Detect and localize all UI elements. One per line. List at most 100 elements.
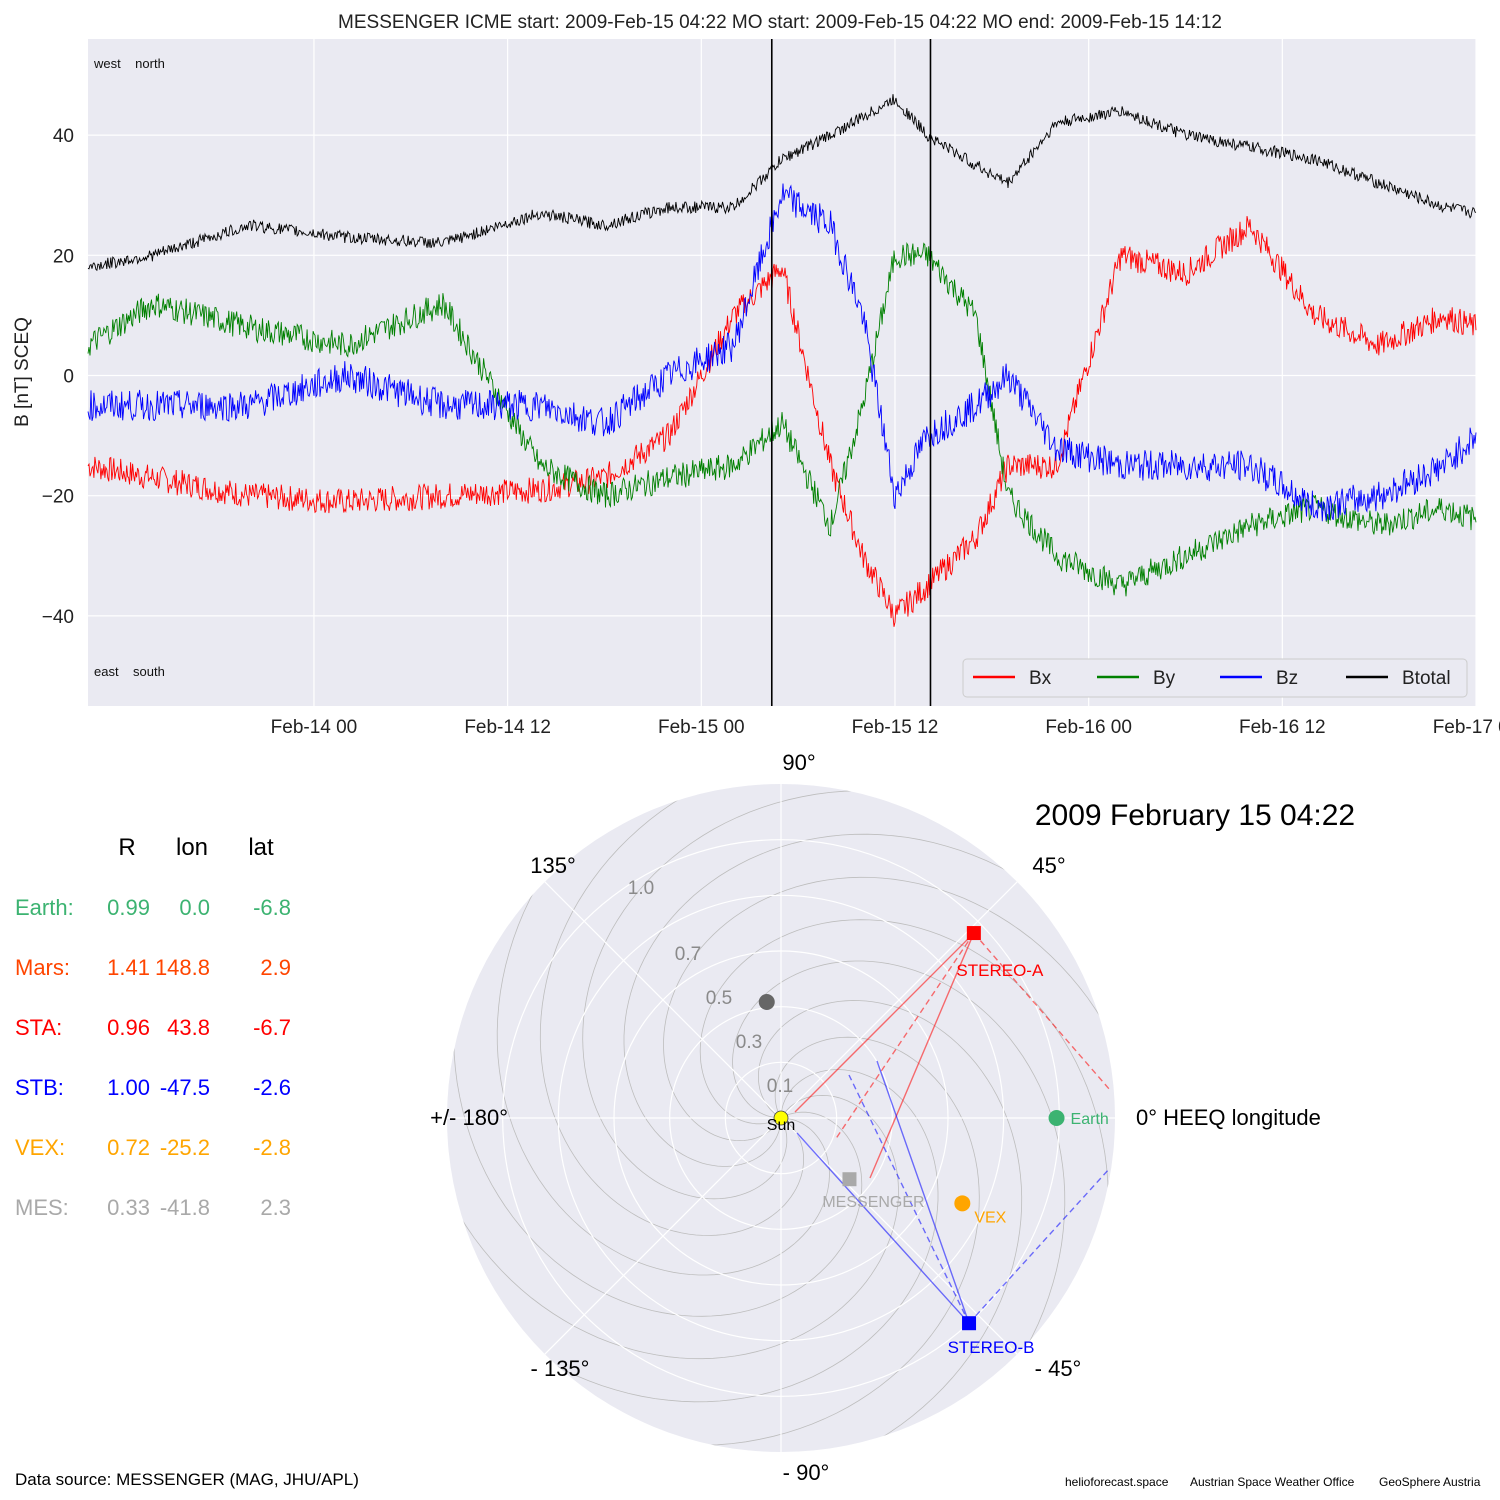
table-cell: -47.5 <box>160 1075 210 1100</box>
vex-marker <box>954 1195 971 1212</box>
messenger-label: MESSENGER <box>822 1194 924 1211</box>
table-cell: 1.41 <box>107 955 150 980</box>
table-cell: 1.00 <box>107 1075 150 1100</box>
table-cell: 0.72 <box>107 1135 150 1160</box>
bodies: Sun Earth STEREO-A STEREO-B VEX MESSENGER <box>758 926 1109 1357</box>
angle-label: - 135° <box>531 1356 590 1381</box>
angle-spoke <box>544 1117 782 1355</box>
stereo-b-marker <box>962 1316 977 1331</box>
legend-box <box>962 658 1468 698</box>
table-row-name: STA: <box>15 1015 62 1040</box>
credit-helioforecast: helioforecast.space <box>1065 1475 1169 1489</box>
y-tick-label: −40 <box>42 607 74 628</box>
field-connection-lines <box>794 932 1111 1324</box>
polar-plot: Sun Earth STEREO-A STEREO-B VEX MESSENGER 90°… <box>430 750 1355 1485</box>
sta-connection-line <box>869 932 975 1179</box>
credit-aswo: Austrian Space Weather Office <box>1190 1475 1355 1489</box>
angle-label: - 90° <box>783 1460 830 1485</box>
radial-ticks: 0.1 0.3 0.5 0.7 1.0 <box>628 878 793 1097</box>
angle-label: 0° HEEQ longitude <box>1136 1105 1321 1130</box>
polar-grid <box>447 784 1115 1452</box>
x-tick-label: Feb-14 00 <box>271 717 358 738</box>
angle-label: - 45° <box>1035 1356 1082 1381</box>
sta-connection-line <box>794 932 975 1113</box>
angle-labels: 90° 45° 0° HEEQ longitude - 45° - 90° - 135° +… <box>430 750 1321 1485</box>
radial-tick-label: 0.5 <box>706 988 732 1009</box>
legend-label: Btotal <box>1402 668 1451 689</box>
table-header: lon <box>176 834 208 861</box>
data-source-label: Data source: MESSENGER (MAG, JHU/APL) <box>15 1470 359 1489</box>
y-tick-label: 40 <box>53 126 74 147</box>
earth-label: Earth <box>1071 1111 1109 1128</box>
y-axis-label: B [nT] SCEQ <box>12 317 33 427</box>
table-cell: -6.8 <box>253 895 291 920</box>
table-header: R <box>118 834 135 861</box>
legend-label: Bz <box>1276 668 1298 689</box>
vex-label: VEX <box>974 1209 1006 1226</box>
angle-spoke <box>780 881 1018 1119</box>
x-tick-label: Feb-17 00 <box>1433 717 1500 738</box>
series-line-btotal <box>87 94 1477 272</box>
legend-label: Bx <box>1029 668 1052 689</box>
table-cell: -41.8 <box>160 1195 210 1220</box>
legend-items: Bx By Bz Btotal <box>973 668 1451 689</box>
table-cell: 43.8 <box>167 1015 210 1040</box>
angle-label: 135° <box>530 853 576 878</box>
stereo-a-label: STEREO-A <box>956 961 1044 980</box>
angle-label: +/- 180° <box>430 1105 508 1130</box>
stereo-b-label: STEREO-B <box>948 1338 1035 1357</box>
series-line-by <box>87 241 1477 597</box>
sun-marker <box>773 1110 789 1126</box>
angle-spoke <box>780 1117 1018 1355</box>
table-header: lat <box>248 834 274 861</box>
table-cell: -2.8 <box>253 1135 291 1160</box>
sun-label: Sun <box>767 1117 795 1134</box>
stb-connection-line <box>876 1060 970 1324</box>
sta-connection-line <box>834 932 975 1141</box>
sta-connection-line <box>973 932 1111 1091</box>
messenger-marker <box>842 1172 857 1187</box>
date-label: 2009 February 15 04:22 <box>1035 799 1355 832</box>
stb-connection-line <box>848 1074 970 1324</box>
radial-tick-label: 1.0 <box>628 878 654 899</box>
parker-spiral <box>456 1000 1023 1452</box>
table-cell: 148.8 <box>155 955 210 980</box>
table-cell: -2.6 <box>253 1075 291 1100</box>
chart-title: MESSENGER ICME start: 2009-Feb-15 04:22 … <box>338 12 1222 33</box>
corner-label-east-south: east south <box>94 664 165 679</box>
angle-spoke <box>544 881 782 1119</box>
x-tick-label: Feb-14 12 <box>464 717 551 738</box>
credit-geosphere: GeoSphere Austria <box>1379 1475 1481 1489</box>
radial-tick-label: 0.7 <box>675 944 701 965</box>
plot-area <box>88 39 1476 706</box>
table-cell: 0.99 <box>107 895 150 920</box>
y-tick-label: −20 <box>42 487 74 508</box>
parker-spiral <box>447 793 899 1360</box>
table-cell: 2.3 <box>260 1195 291 1220</box>
table-row-name: STB: <box>15 1075 64 1100</box>
angle-label: 45° <box>1032 853 1065 878</box>
x-tick-label: Feb-16 12 <box>1239 717 1326 738</box>
x-tick-label: Feb-15 12 <box>852 717 939 738</box>
event-lines <box>770 39 932 706</box>
table-row-name: Earth: <box>15 895 74 920</box>
stereo-a-marker <box>966 926 981 941</box>
x-tick-label: Feb-16 00 <box>1045 717 1132 738</box>
y-ticks: −40 −20 0 20 40 <box>42 126 74 628</box>
table-cell: -25.2 <box>160 1135 210 1160</box>
stb-connection-line <box>796 1132 970 1324</box>
table-row-name: Mars: <box>15 955 70 980</box>
y-tick-label: 20 <box>53 246 74 267</box>
table-cell: 0.0 <box>179 895 210 920</box>
x-ticks: Feb-14 00 Feb-14 12 Feb-15 00 Feb-15 12 Feb-… <box>271 717 1500 738</box>
stb-connection-line <box>968 1167 1111 1324</box>
mercury-marker <box>758 993 775 1010</box>
radial-tick-label: 0.1 <box>767 1076 793 1097</box>
series-line-bx <box>87 216 1477 627</box>
table-cell: 2.9 <box>260 955 291 980</box>
table-row-name: MES: <box>15 1195 69 1220</box>
table-row-name: VEX: <box>15 1135 65 1160</box>
